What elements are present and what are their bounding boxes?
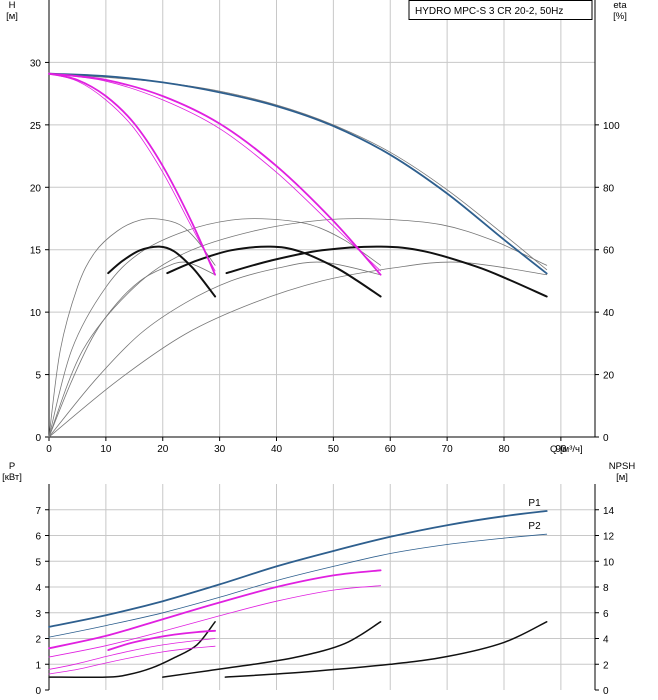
x-tick-label: 50 xyxy=(328,444,340,455)
chart-title: HYDRO MPC-S 3 CR 20-2, 50Hz xyxy=(415,6,563,17)
head-efficiency-plot: 0 5 10 15 20 25 30 0 20 40 60 80 100 0 10 20 30 40 50 60 70 8… xyxy=(6,0,627,455)
bottom-right-tick-label: 12 xyxy=(603,532,615,543)
right-axis-label: eta xyxy=(613,0,627,11)
power-axis-unit: [кВт] xyxy=(2,472,22,483)
bottom-y-tick-label: 2 xyxy=(35,635,41,646)
eta-curve xyxy=(48,218,381,438)
bottom-y-tick-label: 1 xyxy=(35,660,41,671)
bottom-right-tick-label: 14 xyxy=(603,506,615,517)
bottom-right-tick-label: 8 xyxy=(603,583,609,594)
power-curve xyxy=(48,645,216,675)
bottom-y-tick-label: 0 xyxy=(35,686,41,697)
bottom-right-tick-label: 2 xyxy=(603,660,609,671)
npsh-curve xyxy=(162,621,382,678)
x-tick-label: 60 xyxy=(385,444,397,455)
top-y-tick-label: 25 xyxy=(30,121,42,132)
y-axis-label: H xyxy=(9,0,16,11)
power-curve xyxy=(107,629,216,651)
eta-curve xyxy=(48,218,216,438)
top-right-tick-label: 80 xyxy=(603,183,615,194)
top-right-tick-label: 60 xyxy=(603,246,615,257)
head-curve xyxy=(48,72,548,275)
chart-title-box xyxy=(408,0,593,20)
eta-curve xyxy=(48,218,548,438)
bottom-y-tick-label: 6 xyxy=(35,532,41,543)
power-curve xyxy=(48,510,548,628)
power-curve xyxy=(48,569,382,650)
x-tick-label: 80 xyxy=(498,444,510,455)
head-curve xyxy=(48,72,382,276)
npsh-axis-label: NPSH xyxy=(609,461,636,472)
bottom-right-tick-label: 4 xyxy=(603,635,609,646)
npsh-curve xyxy=(48,621,216,679)
top-y-tick-label: 30 xyxy=(30,58,42,69)
head-curve xyxy=(48,72,216,276)
eta-curve xyxy=(48,261,216,438)
top-right-tick-label: 0 xyxy=(603,433,609,444)
eta-curve xyxy=(48,261,381,438)
x-axis-label: Q [м³/ч] xyxy=(550,444,583,455)
x-tick-label: 0 xyxy=(46,444,52,455)
right-axis-unit: [%] xyxy=(613,11,627,22)
top-right-tick-label: 40 xyxy=(603,308,615,319)
bottom-y-tick-label: 4 xyxy=(35,583,41,594)
top-y-tick-label: 15 xyxy=(30,246,42,257)
y-axis-unit: [м] xyxy=(6,11,18,22)
bottom-right-tick-label: 10 xyxy=(603,557,615,568)
top-y-tick-label: 0 xyxy=(35,433,41,444)
top-y-tick-label: 5 xyxy=(35,371,41,382)
bottom-y-tick-label: 3 xyxy=(35,609,41,620)
bottom-y-tick-label: 7 xyxy=(35,506,41,517)
top-right-tick-label: 100 xyxy=(603,121,620,132)
top-y-tick-label: 10 xyxy=(30,308,42,319)
series-label-p1: P1 xyxy=(528,498,541,509)
x-tick-label: 20 xyxy=(157,444,169,455)
npsh-axis-unit: [м] xyxy=(616,472,628,483)
x-tick-label: 90 xyxy=(555,444,567,455)
x-tick-label: 70 xyxy=(442,444,454,455)
eta-duty-curve xyxy=(225,245,548,298)
head-ghost-curve xyxy=(48,73,216,272)
x-tick-label: 30 xyxy=(214,444,226,455)
power-curve xyxy=(48,533,548,638)
power-curve xyxy=(48,638,216,670)
npsh-curve xyxy=(224,621,548,678)
top-right-tick-label: 20 xyxy=(603,371,615,382)
eta-duty-curve xyxy=(107,245,217,298)
series-label-p2: P2 xyxy=(528,521,541,532)
power-axis-label: P xyxy=(9,461,15,472)
eta-duty-curve xyxy=(166,245,382,298)
head-ghost-curve xyxy=(48,73,381,272)
bottom-y-tick-label: 5 xyxy=(35,557,41,568)
bottom-right-tick-label: 0 xyxy=(603,686,609,697)
top-y-tick-label: 20 xyxy=(30,183,42,194)
bottom-right-tick-label: 6 xyxy=(603,609,609,620)
head-ghost-curve xyxy=(48,73,548,271)
eta-curve xyxy=(48,261,548,438)
power-curve xyxy=(48,585,381,658)
x-tick-label: 10 xyxy=(100,444,112,455)
x-tick-label: 40 xyxy=(271,444,283,455)
